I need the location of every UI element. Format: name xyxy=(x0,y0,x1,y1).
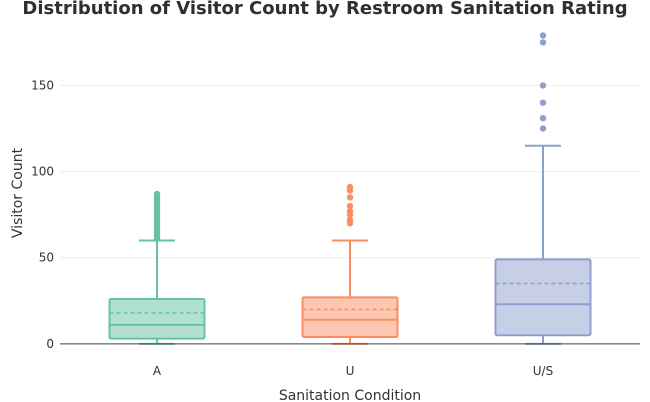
outlier-point xyxy=(539,39,547,46)
outlier-point xyxy=(539,32,547,39)
x-tick-label: U/S xyxy=(533,364,553,378)
outlier-point xyxy=(346,194,354,201)
outlier-point xyxy=(346,183,354,191)
outlier-point xyxy=(346,202,354,210)
y-tick-label: 0 xyxy=(46,337,54,351)
outlier-point xyxy=(539,82,547,89)
box-layer xyxy=(108,32,592,345)
box-rectangle xyxy=(108,298,206,340)
y-tick-label: 50 xyxy=(39,251,54,265)
outlier-point xyxy=(153,190,161,198)
grid-layer xyxy=(60,84,640,259)
x-axis-title: Sanitation Condition xyxy=(279,388,421,402)
y-axis-title: Visitor Count xyxy=(10,147,26,238)
outlier-point xyxy=(346,216,354,224)
outlier-point xyxy=(539,99,547,106)
outlier-point xyxy=(539,125,547,132)
x-tick-label: A xyxy=(153,364,162,378)
chart-title: Distribution of Visitor Count by Restroo… xyxy=(22,0,627,19)
outlier-point xyxy=(539,114,547,122)
axis-layer: 0 50 100 150 A U U/S xyxy=(31,78,640,378)
box-rectangle xyxy=(494,258,592,337)
y-tick-label: 100 xyxy=(31,165,54,179)
outlier-point xyxy=(346,207,354,215)
box-rectangle xyxy=(301,296,399,338)
y-tick-label: 150 xyxy=(31,78,54,92)
x-tick-label: U xyxy=(346,364,355,378)
